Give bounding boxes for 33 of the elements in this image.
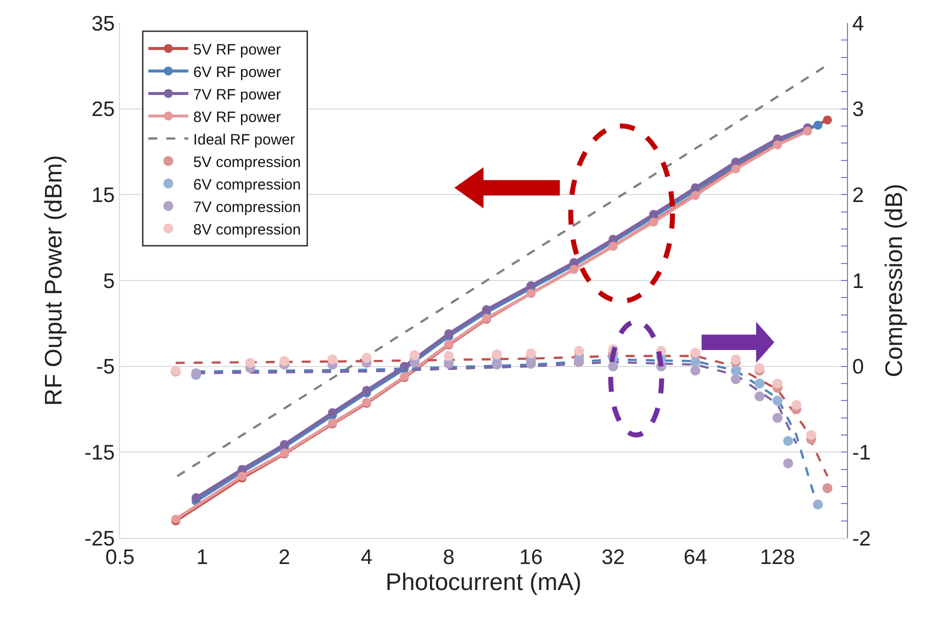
- x-tick-label: 32: [601, 546, 625, 570]
- legend-label: 5V RF power: [193, 41, 281, 58]
- x-tick-label: 64: [684, 546, 708, 570]
- legend-label: 6V compression: [193, 176, 301, 194]
- x-tick-label: 4: [360, 546, 373, 570]
- y-tick-label: 25: [91, 98, 115, 122]
- legend-label: Ideal RF power: [193, 131, 296, 148]
- legend-label: 8V compression: [193, 221, 301, 238]
- x-tick-label: 128: [760, 546, 796, 570]
- y2-tick-label: 4: [852, 12, 864, 36]
- y2-tick-label: -1: [852, 442, 871, 465]
- x-tick-label: 16: [519, 546, 543, 570]
- x-tick-label: 2: [278, 546, 290, 570]
- x-tick-label: 8: [442, 546, 455, 570]
- y2-tick-label: 2: [852, 184, 864, 208]
- y-tick-label: -15: [84, 442, 115, 465]
- legend-label: 5V compression: [193, 154, 301, 171]
- y-tick-label: 15: [91, 184, 115, 208]
- x-tick-label: 1: [196, 546, 208, 570]
- legend-label: 8V RF power: [193, 108, 281, 126]
- y-tick-label: 35: [91, 12, 115, 36]
- legend-label: 7V compression: [193, 198, 301, 216]
- y2-tick-label: 0: [852, 356, 864, 379]
- y2-tick-label: -2: [852, 527, 871, 550]
- y-axis-title: RF Ouput Power (dBm): [40, 155, 68, 406]
- y2-axis-title: Compression (dB): [881, 184, 908, 378]
- legend-label: 7V RF power: [193, 86, 281, 104]
- y2-tick-label: 3: [852, 98, 864, 122]
- y-tick-label: 5: [103, 270, 115, 293]
- y2-tick-label: 1: [852, 270, 864, 293]
- y-tick-label: -5: [96, 356, 115, 379]
- legend-label: 6V RF power: [193, 64, 281, 81]
- x-axis-title: Photocurrent (mA): [385, 569, 582, 596]
